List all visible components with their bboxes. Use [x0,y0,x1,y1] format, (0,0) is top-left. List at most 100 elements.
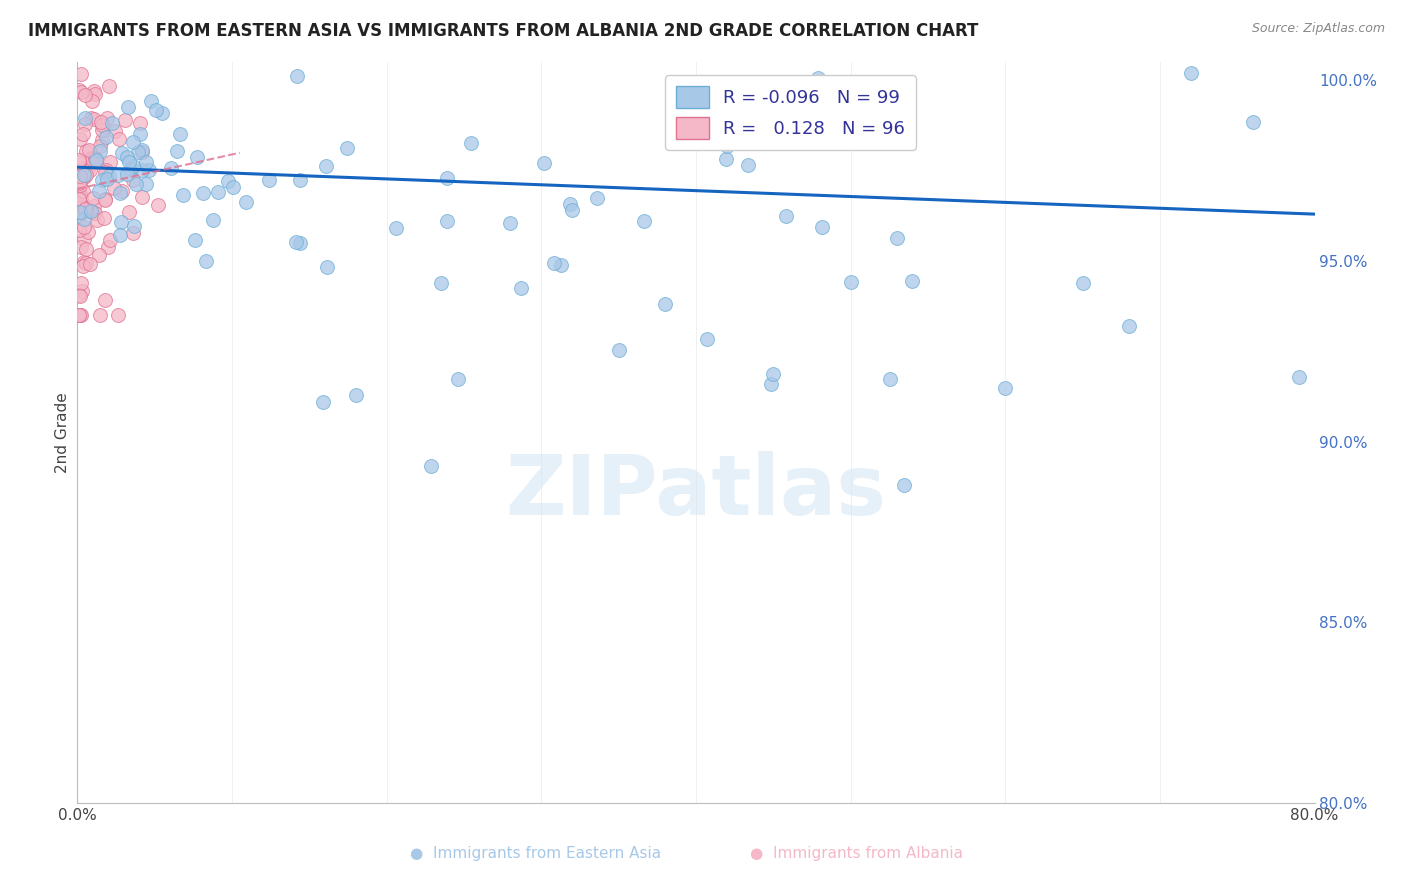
Point [69,308,91,322]
Point [186,150,208,164]
Point [93,211,115,225]
Point [75,243,97,257]
Point [533,156,555,170]
Point [131,163,153,178]
Point [70,285,93,299]
Point [316,260,339,275]
Point [73,87,96,102]
Point [98,233,121,247]
Point [77,161,100,176]
Point [79,257,101,271]
Point [384,221,406,235]
Legend: R = -0.096   N = 99, R =   0.128   N = 96: R = -0.096 N = 99, R = 0.128 N = 96 [665,75,915,150]
Point [90,123,112,137]
Point [775,209,797,223]
Point [75,255,97,269]
Point [67,192,90,206]
Point [550,259,572,273]
Point [288,172,311,186]
Point [886,231,908,245]
Point [107,168,129,182]
Point [67,181,90,195]
Point [761,376,783,391]
Point [67,153,90,168]
Point [72,127,94,141]
Point [1180,66,1202,80]
Point [96,130,118,145]
Point [315,159,337,173]
Point [336,141,359,155]
Point [69,169,91,183]
Text: IMMIGRANTS FROM EASTERN ASIA VS IMMIGRANTS FROM ALBANIA 2ND GRADE CORRELATION CH: IMMIGRANTS FROM EASTERN ASIA VS IMMIGRAN… [28,22,979,40]
Point [139,94,162,108]
Point [893,478,915,492]
Point [994,381,1017,395]
Point [127,145,149,160]
Point [110,215,132,229]
Point [70,276,93,290]
Point [79,162,101,177]
Point [93,165,115,179]
Point [543,255,565,269]
Point [94,293,117,308]
Point [135,177,157,191]
Point [90,173,112,187]
Point [72,259,94,273]
Point [184,233,207,247]
Point [222,180,245,194]
Point [73,200,96,214]
Point [135,154,157,169]
Point [69,187,91,202]
Point [80,154,103,169]
Point [75,168,97,182]
Point [83,84,105,98]
Point [90,118,112,132]
Point [120,161,142,176]
Point [73,111,96,125]
Point [499,216,522,230]
Point [89,139,111,153]
Point [73,168,96,182]
Point [1241,115,1264,129]
Point [72,185,94,199]
Point [121,227,143,241]
Point [169,127,191,141]
Point [122,159,145,173]
Point [1288,370,1310,384]
Point [67,223,90,237]
Y-axis label: 2nd Grade: 2nd Grade [55,392,70,473]
Point [80,151,103,165]
Point [129,127,152,141]
Point [67,175,90,189]
Point [70,192,93,206]
Point [285,70,308,84]
Point [111,146,134,161]
Point [77,143,100,157]
Point [586,191,609,205]
Point [73,220,96,235]
Point [107,308,129,322]
Point [87,248,110,262]
Point [654,297,676,311]
Point [84,153,107,167]
Point [83,206,105,220]
Point [166,145,188,159]
Point [97,240,120,254]
Point [101,116,124,130]
Point [152,106,174,120]
Point [257,173,280,187]
Point [124,219,146,234]
Point [67,191,90,205]
Point [93,193,115,207]
Point [100,155,122,169]
Point [89,145,111,159]
Point [901,274,924,288]
Point [558,197,581,211]
Point [706,100,728,114]
Point [70,240,93,254]
Point [110,186,132,201]
Point [115,167,138,181]
Point [83,112,105,127]
Point [69,131,91,145]
Point [118,204,141,219]
